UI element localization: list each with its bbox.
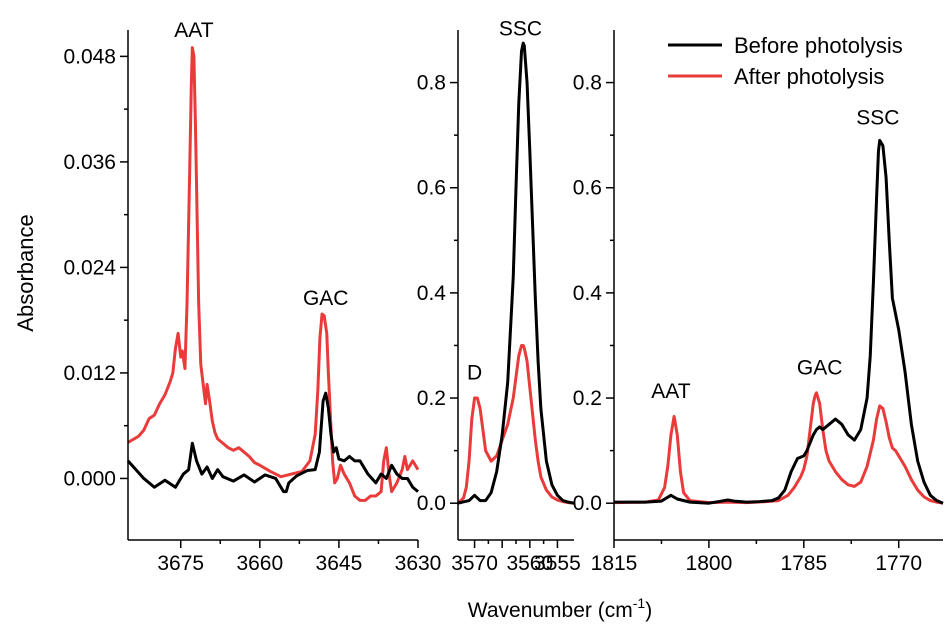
series-before-right — [614, 138, 944, 505]
x-tick-label-right: 1800 — [686, 552, 733, 575]
y-tick-label-left: 0.048 — [63, 45, 116, 68]
x-tick-label-right: 1815 — [591, 552, 638, 575]
panel-right: 0.0 0.2 0.4 0.6 0.8 1815 1800 1785 1770 AAT GAC SSC — [573, 30, 944, 575]
x-axis-label: Wavenumber (cm-1) — [468, 595, 652, 622]
y-axis-label: Absorbance — [13, 214, 38, 331]
x-tick-label-right: 1785 — [780, 552, 827, 575]
y-tick-label-middle: 0.8 — [417, 72, 446, 95]
x-tick-label-middle: 3570 — [451, 552, 498, 575]
x-tick-label-left: 3630 — [395, 552, 442, 575]
y-tick-label-middle: 0.4 — [417, 282, 447, 305]
series-after-left — [127, 46, 420, 502]
peak-label-d-middle: D — [467, 362, 482, 385]
peak-label-gac-right: GAC — [797, 356, 843, 379]
y-tick-label-right: 0.4 — [573, 282, 603, 305]
x-axis-label-close: ) — [645, 599, 652, 622]
series-before-left — [126, 391, 419, 494]
x-tick-label-left: 3675 — [157, 552, 204, 575]
y-tick-label-right: 0.8 — [573, 72, 602, 95]
x-axis-label-main: Wavenumber (cm — [468, 599, 633, 622]
peak-label-aat-left: AAT — [174, 19, 213, 42]
x-tick-label-left: 3660 — [236, 552, 283, 575]
series-before-middle — [457, 41, 575, 505]
peak-label-ssc-right: SSC — [856, 107, 899, 130]
y-tick-label-right: 0.0 — [573, 492, 602, 515]
x-tick-label-left: 3645 — [316, 552, 363, 575]
y-tick-label-right: 0.6 — [573, 177, 602, 200]
series-after-right — [613, 391, 944, 505]
legend: Before photolysis After photolysis — [668, 33, 903, 89]
y-tick-label-right: 0.2 — [573, 387, 602, 410]
x-tick-label-middle: 3560 — [506, 552, 553, 575]
series-after-middle — [456, 343, 575, 505]
y-tick-label-left: 0.012 — [63, 362, 116, 385]
peak-label-gac-left: GAC — [303, 287, 349, 310]
legend-label-before: Before photolysis — [734, 33, 903, 58]
y-tick-label-middle: 0.2 — [417, 387, 446, 410]
y-tick-label-left: 0.036 — [63, 151, 116, 174]
y-tick-label-left: 0.024 — [63, 256, 116, 279]
x-axis-label-superscript: -1 — [633, 595, 646, 611]
peak-label-aat-right: AAT — [651, 380, 690, 403]
y-tick-label-middle: 0.6 — [417, 177, 446, 200]
y-tick-label-left: 0.000 — [63, 467, 116, 490]
legend-label-after: After photolysis — [734, 64, 884, 89]
y-tick-label-middle: 0.0 — [417, 492, 446, 515]
panel-left: 0.000 0.012 0.024 0.036 0.048 3675 3660 3645 363… — [63, 19, 441, 575]
x-tick-label-right: 1770 — [875, 552, 922, 575]
x-tick-label-middle: 3555 — [534, 552, 581, 575]
peak-label-ssc-middle: SSC — [499, 17, 542, 40]
